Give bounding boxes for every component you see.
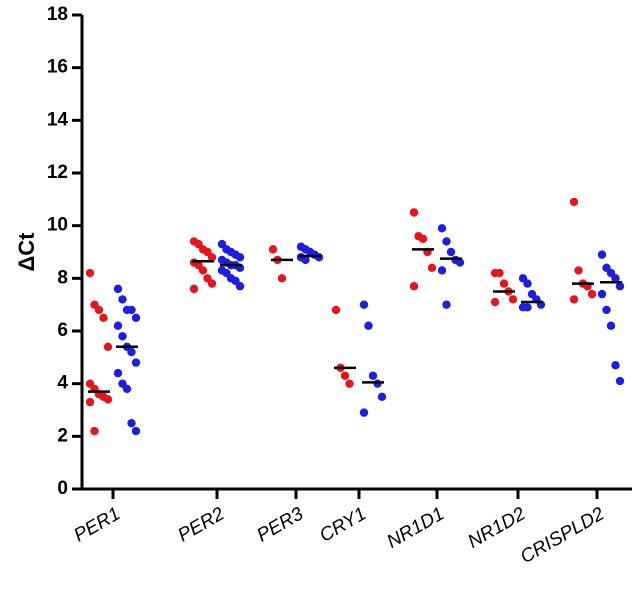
data-point: [409, 282, 419, 291]
data-point: [207, 279, 217, 288]
x-tick-label: PER1: [71, 503, 124, 546]
data-point: [113, 368, 123, 378]
data-point: [314, 253, 324, 262]
data-point: [94, 305, 104, 315]
y-tick-label: 10: [47, 215, 68, 236]
data-point: [189, 284, 199, 294]
x-tick-label: PER2: [175, 503, 229, 546]
data-point: [377, 392, 387, 402]
y-tick-label: 4: [57, 373, 68, 394]
data-point: [85, 268, 95, 278]
data-point: [277, 274, 287, 283]
data-point: [127, 418, 136, 428]
data-point: [364, 321, 373, 330]
data-point: [455, 258, 465, 267]
data-point: [587, 289, 597, 299]
x-tick-label: PER3: [254, 503, 308, 546]
data-point: [131, 358, 141, 367]
x-tick-label: NR1D1: [384, 503, 448, 552]
x-tick-label: NR1D2: [465, 503, 530, 553]
data-point: [437, 224, 447, 233]
data-point: [597, 250, 607, 259]
data-point: [198, 266, 208, 275]
y-tick-label: 8: [57, 267, 68, 288]
data-point: [597, 289, 607, 299]
data-point: [127, 347, 136, 357]
data-point: [131, 426, 141, 436]
data-point: [345, 379, 354, 388]
data-point: [368, 371, 378, 380]
data-point: [508, 295, 518, 304]
data-point: [118, 295, 127, 304]
data-point: [340, 371, 350, 380]
data-point: [418, 234, 428, 244]
data-point: [113, 284, 123, 294]
data-point: [359, 300, 369, 309]
y-tick-label: 2: [57, 425, 68, 446]
x-tick-label: CRISPLD2: [517, 503, 608, 568]
data-point: [103, 395, 113, 404]
data-point: [127, 305, 136, 315]
data-point: [427, 263, 437, 272]
data-point: [235, 253, 245, 262]
data-point: [131, 313, 141, 323]
data-point: [602, 305, 611, 315]
data-point: [331, 305, 341, 315]
data-point: [611, 361, 620, 370]
y-axis-label: ΔCt: [14, 232, 39, 272]
data-point: [118, 332, 127, 341]
data-point: [606, 321, 616, 330]
y-tick-label: 18: [47, 4, 68, 25]
data-point: [490, 297, 500, 307]
data-point: [301, 255, 310, 265]
data-point: [122, 384, 132, 394]
data-point: [90, 426, 99, 436]
data-point: [103, 342, 113, 351]
y-tick-label: 14: [47, 109, 69, 130]
y-tick-label: 0: [57, 478, 68, 499]
data-point: [615, 376, 625, 386]
data-point: [85, 397, 95, 407]
data-point: [373, 379, 382, 388]
data-point: [569, 295, 579, 304]
y-tick-label: 16: [47, 57, 68, 78]
data-point: [523, 303, 532, 312]
data-point: [437, 266, 447, 275]
data-point: [207, 253, 217, 262]
data-point: [574, 266, 583, 275]
data-point: [569, 197, 579, 207]
data-point: [446, 247, 456, 257]
data-point: [268, 245, 278, 254]
data-point: [442, 300, 451, 309]
data-point: [615, 282, 625, 291]
data-point: [499, 279, 509, 288]
data-point: [523, 279, 532, 288]
y-tick-label: 6: [57, 320, 68, 341]
data-point: [611, 274, 620, 283]
data-point: [113, 321, 123, 330]
data-point: [409, 208, 419, 217]
data-point: [495, 268, 504, 278]
x-tick-label: CRY1: [316, 503, 370, 546]
data-point: [442, 237, 451, 246]
data-point: [99, 313, 108, 323]
data-point: [359, 408, 369, 417]
data-point: [235, 282, 245, 291]
y-tick-label: 12: [47, 162, 68, 183]
